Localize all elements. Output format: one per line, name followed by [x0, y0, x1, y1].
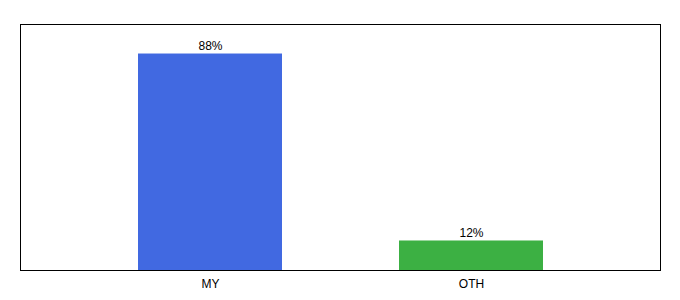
svg-text:88%: 88%	[198, 39, 222, 53]
svg-text:12%: 12%	[459, 226, 483, 240]
svg-text:MY: MY	[202, 277, 220, 291]
svg-text:OTH: OTH	[459, 277, 484, 291]
